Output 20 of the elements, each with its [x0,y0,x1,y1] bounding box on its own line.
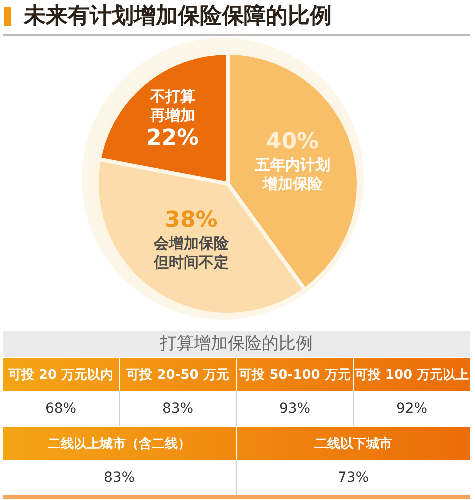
data-label: 93% [236,391,353,426]
data-label: 68% [44,400,78,418]
text: 打算增加保险的比例 [3,331,470,357]
data-label: 73% [236,460,470,495]
slice-label: 会增加保险但时间不定 [153,234,230,272]
slice-label: 五年内计划增加保险 [254,156,330,193]
data-label: 83% [102,468,136,488]
category-label: 二线以上城市（含二线） [47,436,192,454]
category-label: 可投 20-50 万元 [119,358,236,391]
data-label: 38% [165,208,218,234]
category-label: 可投 100 万元以上 [353,358,470,391]
data-label: 40% [266,129,320,154]
chart-title: 未来有计划增加保险保障的比例 [24,3,332,31]
data-label: 83% [119,391,236,426]
data-label: 92% [353,391,470,426]
slice-label: 不打算再增加 [149,87,196,124]
data-label: 22% [146,126,200,151]
category-label: 可投 50-100 万元 [236,358,353,391]
category-label: 二线以下城市 [236,427,470,460]
category-label: 可投 20 万元以内 [7,366,115,384]
